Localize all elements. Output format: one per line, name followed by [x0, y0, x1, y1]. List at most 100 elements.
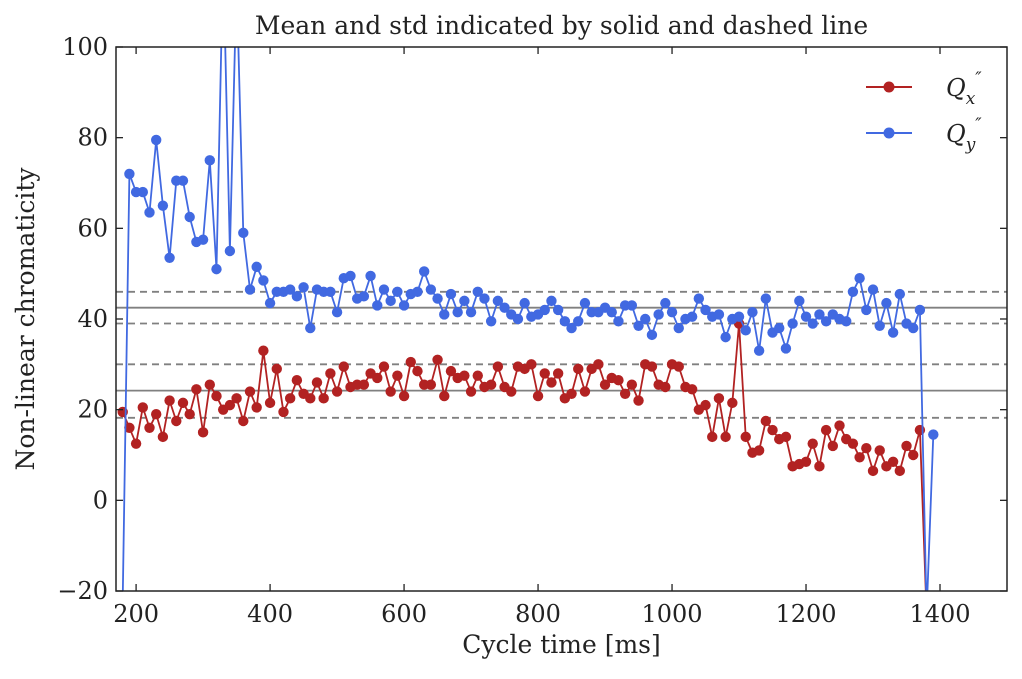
data-point	[646, 361, 658, 372]
data-point	[807, 438, 818, 449]
data-point	[311, 377, 323, 388]
data-point	[472, 370, 483, 381]
data-point	[673, 322, 684, 334]
data-point	[760, 293, 772, 304]
series-layer	[117, 47, 939, 591]
data-point	[412, 286, 423, 297]
y-tick-label: −20	[57, 577, 108, 605]
data-point	[874, 320, 885, 331]
data-point	[579, 386, 591, 397]
x-tick-label: 200	[113, 600, 159, 628]
data-point	[867, 284, 879, 295]
data-point	[579, 297, 591, 309]
data-point	[211, 390, 222, 402]
data-point	[331, 307, 343, 318]
data-point	[365, 270, 376, 282]
data-point	[378, 361, 390, 372]
data-point	[385, 295, 396, 307]
x-axis-label: Cycle time [ms]	[462, 630, 661, 659]
data-point	[747, 307, 758, 318]
data-point	[640, 313, 651, 325]
data-point	[847, 438, 859, 449]
data-point	[191, 384, 202, 395]
data-point	[164, 252, 175, 263]
data-point	[358, 379, 370, 390]
data-point	[465, 386, 477, 397]
data-point	[887, 327, 899, 338]
data-point	[485, 316, 497, 327]
data-point	[847, 286, 859, 297]
data-point	[767, 424, 778, 436]
data-point	[398, 390, 410, 402]
data-point	[499, 302, 510, 313]
data-point	[539, 368, 550, 379]
data-point	[238, 415, 249, 427]
data-point	[439, 309, 450, 320]
data-point	[599, 379, 611, 390]
data-point	[392, 286, 403, 297]
x-tick-label: 400	[247, 600, 293, 628]
series-qy	[121, 47, 939, 591]
data-point	[284, 393, 296, 404]
data-point	[800, 311, 812, 322]
data-point	[881, 297, 892, 309]
data-point	[908, 449, 919, 461]
data-point	[613, 316, 624, 327]
data-point	[258, 275, 269, 286]
data-point	[405, 356, 416, 368]
data-point	[653, 309, 664, 320]
data-point	[251, 402, 262, 413]
legend-qy-marker	[883, 127, 895, 139]
data-point	[834, 420, 845, 431]
data-point	[392, 370, 403, 381]
data-point	[418, 266, 430, 277]
data-point	[700, 399, 711, 411]
data-point	[613, 375, 624, 386]
data-point	[606, 307, 617, 318]
data-point	[887, 456, 899, 467]
data-point	[479, 293, 490, 304]
data-point	[251, 261, 262, 273]
data-point	[372, 372, 383, 384]
data-point	[532, 390, 544, 402]
data-point	[197, 234, 209, 245]
data-point	[914, 304, 926, 316]
data-point	[325, 286, 336, 297]
data-point	[559, 316, 571, 327]
data-point	[787, 318, 798, 329]
data-point	[794, 295, 805, 307]
data-point	[914, 424, 926, 436]
data-point	[827, 440, 839, 452]
y-axis: −20 0 20 40 60 80 100	[57, 33, 1007, 605]
x-axis: 200 400 600 800 1000 1200 1400	[113, 47, 971, 628]
data-point	[573, 316, 584, 327]
data-point	[412, 365, 423, 377]
data-point	[740, 325, 751, 336]
data-point	[646, 329, 658, 341]
legend-qx-label: Qx″	[946, 69, 982, 109]
y-tick-label: 80	[77, 124, 108, 152]
data-point	[814, 461, 825, 472]
data-point	[445, 288, 457, 300]
chart-title: Mean and std indicated by solid and dash…	[255, 11, 868, 40]
data-point	[800, 456, 812, 467]
data-point	[425, 284, 437, 295]
data-point	[137, 186, 148, 198]
data-point	[432, 354, 443, 365]
data-point	[720, 431, 731, 443]
data-point	[485, 379, 497, 390]
data-point	[204, 379, 215, 390]
data-point	[445, 365, 457, 377]
data-point	[144, 422, 155, 433]
data-point	[633, 320, 644, 331]
data-point	[151, 409, 162, 420]
data-point	[244, 284, 256, 295]
data-point	[552, 368, 564, 379]
data-point	[378, 284, 390, 295]
data-point	[492, 361, 504, 372]
data-point	[231, 393, 242, 404]
y-tick-label: 100	[62, 33, 108, 61]
data-point	[157, 431, 169, 443]
data-point	[539, 304, 550, 316]
